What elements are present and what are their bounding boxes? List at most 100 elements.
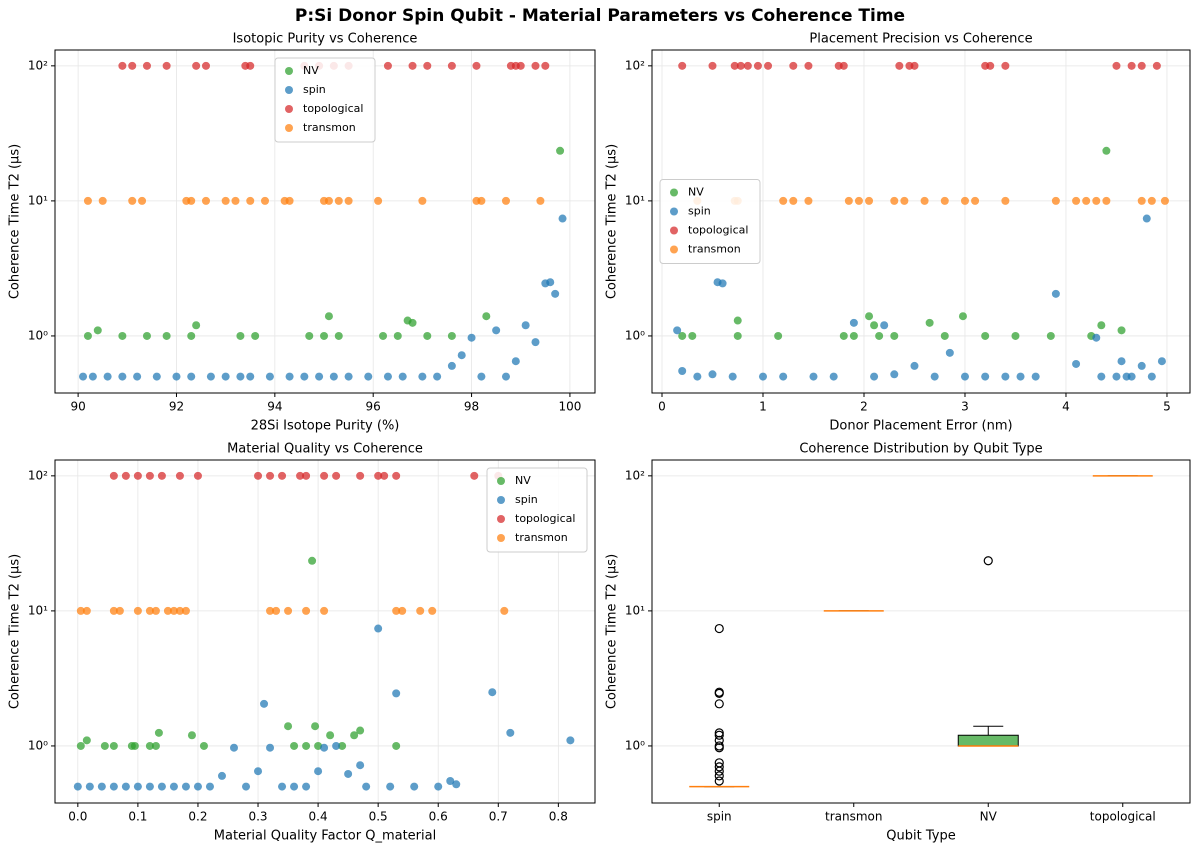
point — [673, 326, 682, 335]
legend-label: spin — [303, 83, 326, 96]
point — [428, 606, 437, 615]
legend-marker — [670, 188, 678, 197]
x-axis-label: 28Si Isotope Purity (%) — [251, 419, 400, 434]
legend-marker — [497, 534, 505, 542]
point — [254, 767, 263, 776]
point — [958, 312, 967, 321]
point — [320, 743, 329, 752]
point — [809, 372, 818, 381]
point — [1160, 196, 1169, 205]
point — [1127, 61, 1136, 70]
point — [142, 331, 151, 340]
point — [163, 606, 172, 615]
point — [320, 331, 329, 340]
y-tick-label: 10⁰ — [625, 328, 645, 342]
point — [374, 624, 383, 633]
point — [1051, 289, 1060, 298]
point — [181, 782, 190, 791]
point — [880, 321, 889, 330]
point — [278, 471, 287, 480]
point — [733, 316, 742, 325]
point — [890, 196, 899, 205]
point — [477, 196, 486, 205]
point — [447, 331, 456, 340]
point — [221, 372, 230, 381]
point — [320, 471, 329, 480]
point — [930, 372, 939, 381]
point — [511, 357, 520, 366]
point — [356, 471, 365, 480]
point — [324, 196, 333, 205]
y-tick-label: 10¹ — [28, 603, 48, 617]
point — [1117, 326, 1126, 335]
point — [334, 331, 343, 340]
point — [398, 606, 407, 615]
outlier — [983, 556, 993, 566]
axes-frame — [54, 459, 596, 804]
point — [374, 471, 383, 480]
point — [1046, 331, 1055, 340]
x-tick-label: 0.8 — [549, 810, 568, 824]
point — [678, 331, 687, 340]
point — [172, 372, 181, 381]
point — [193, 471, 202, 480]
point — [728, 372, 737, 381]
point — [83, 196, 92, 205]
y-axis-label: Coherence Time T2 (μs) — [8, 554, 23, 709]
point — [187, 731, 196, 740]
point — [558, 214, 567, 223]
point — [678, 61, 687, 70]
point — [531, 61, 540, 70]
point — [392, 689, 401, 698]
point — [305, 331, 314, 340]
point — [789, 196, 798, 205]
outlier — [714, 623, 724, 634]
point — [118, 61, 127, 70]
x-tick-label: 0.0 — [68, 810, 87, 824]
point — [551, 289, 560, 298]
point — [398, 372, 407, 381]
point — [311, 722, 320, 731]
point — [130, 741, 139, 750]
point — [981, 372, 990, 381]
point — [285, 196, 294, 205]
point — [308, 556, 317, 565]
point — [334, 196, 343, 205]
point — [187, 196, 196, 205]
point — [779, 372, 788, 381]
point — [254, 471, 263, 480]
point — [870, 321, 879, 330]
point — [302, 741, 311, 750]
point — [82, 736, 91, 745]
point — [895, 61, 904, 70]
x-tick-label: 92 — [169, 400, 184, 414]
point — [300, 372, 309, 381]
point — [175, 471, 184, 480]
point — [940, 331, 949, 340]
point — [199, 741, 208, 750]
point — [1112, 61, 1121, 70]
x-tick-label: NV — [980, 810, 998, 824]
point — [546, 278, 555, 287]
point — [142, 61, 151, 70]
point — [205, 782, 214, 791]
point — [890, 370, 899, 379]
point — [152, 372, 161, 381]
outlier — [714, 762, 724, 772]
point — [1097, 372, 1106, 381]
x-tick-label: 0.4 — [309, 810, 328, 824]
point — [169, 606, 178, 615]
point — [83, 331, 92, 340]
point — [76, 606, 85, 615]
point — [910, 61, 919, 70]
point — [236, 372, 245, 381]
legend-label: transmon — [515, 531, 568, 544]
point — [290, 741, 299, 750]
point — [447, 361, 456, 370]
point — [285, 372, 294, 381]
point — [302, 606, 311, 615]
point — [730, 61, 739, 70]
point — [556, 146, 565, 155]
point — [201, 61, 210, 70]
point — [1127, 372, 1136, 381]
